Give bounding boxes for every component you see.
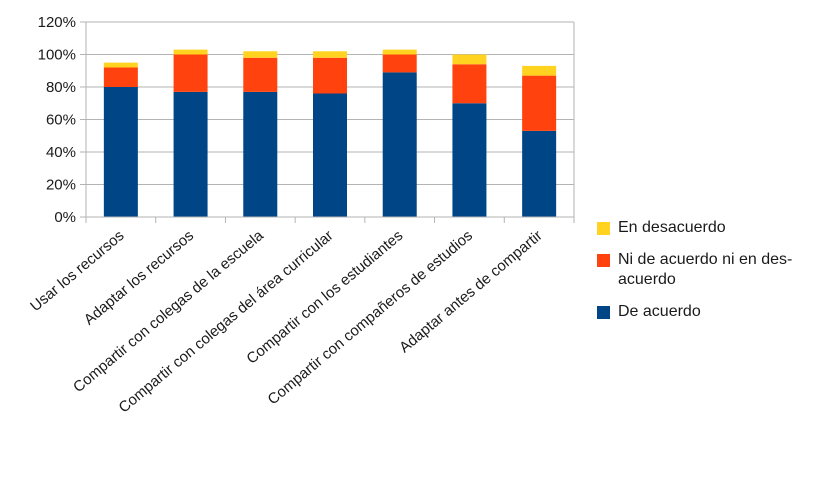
legend-label-de-acuerdo: De acuerdo [618,303,701,320]
legend-item-de-acuerdo: De acuerdo [596,302,832,322]
bar-segment [313,93,347,217]
axes [80,21,575,223]
y-tick-label: 80% [46,79,76,96]
bar-segment [452,103,487,217]
legend: En desacuerdo Ni de acuerdo ni en des-ac… [596,218,832,334]
bars [103,49,557,217]
bar-segment [173,54,208,92]
x-tick-label: Adaptar antes de compartir [396,227,546,356]
bar-segment [382,49,417,55]
y-tick-labels: 0% 20% 40% 60% 80% 100% 120% [38,14,76,226]
bar-segment [522,75,557,131]
bar-segment [103,87,138,217]
bar-segment [243,51,278,58]
bar-segment [243,57,278,92]
bar-segment [452,54,487,65]
bar-segment [522,65,557,76]
bar-segment [382,54,417,73]
legend-label-en-desacuerdo: En desacuerdo [618,219,726,236]
legend-label-ni-de-acuerdo: Ni de acuerdo ni en des-acuerdo [618,251,793,288]
bar-segment [173,91,208,217]
y-tick-label: 100% [38,47,76,64]
bar-segment [382,72,417,217]
bar-segment [243,91,278,217]
bar-segment [103,67,138,87]
y-tick-label: 60% [46,112,76,129]
bar-segment [173,49,208,55]
y-tick-label: 20% [46,177,76,194]
bar-segment [522,130,557,217]
legend-swatch-ni-de-acuerdo [597,254,610,267]
bar-segment [313,57,347,94]
bar-segment [452,64,487,104]
y-tick-label: 120% [38,14,76,31]
y-tick-label: 0% [54,209,76,226]
bar-segment [103,62,138,68]
y-tick-label: 40% [46,144,76,161]
bar-segment [313,51,347,58]
legend-item-ni-de-acuerdo: Ni de acuerdo ni en des-acuerdo [596,250,832,290]
legend-swatch-en-desacuerdo [597,222,610,235]
legend-item-en-desacuerdo: En desacuerdo [596,218,832,238]
legend-swatch-de-acuerdo [597,306,610,319]
